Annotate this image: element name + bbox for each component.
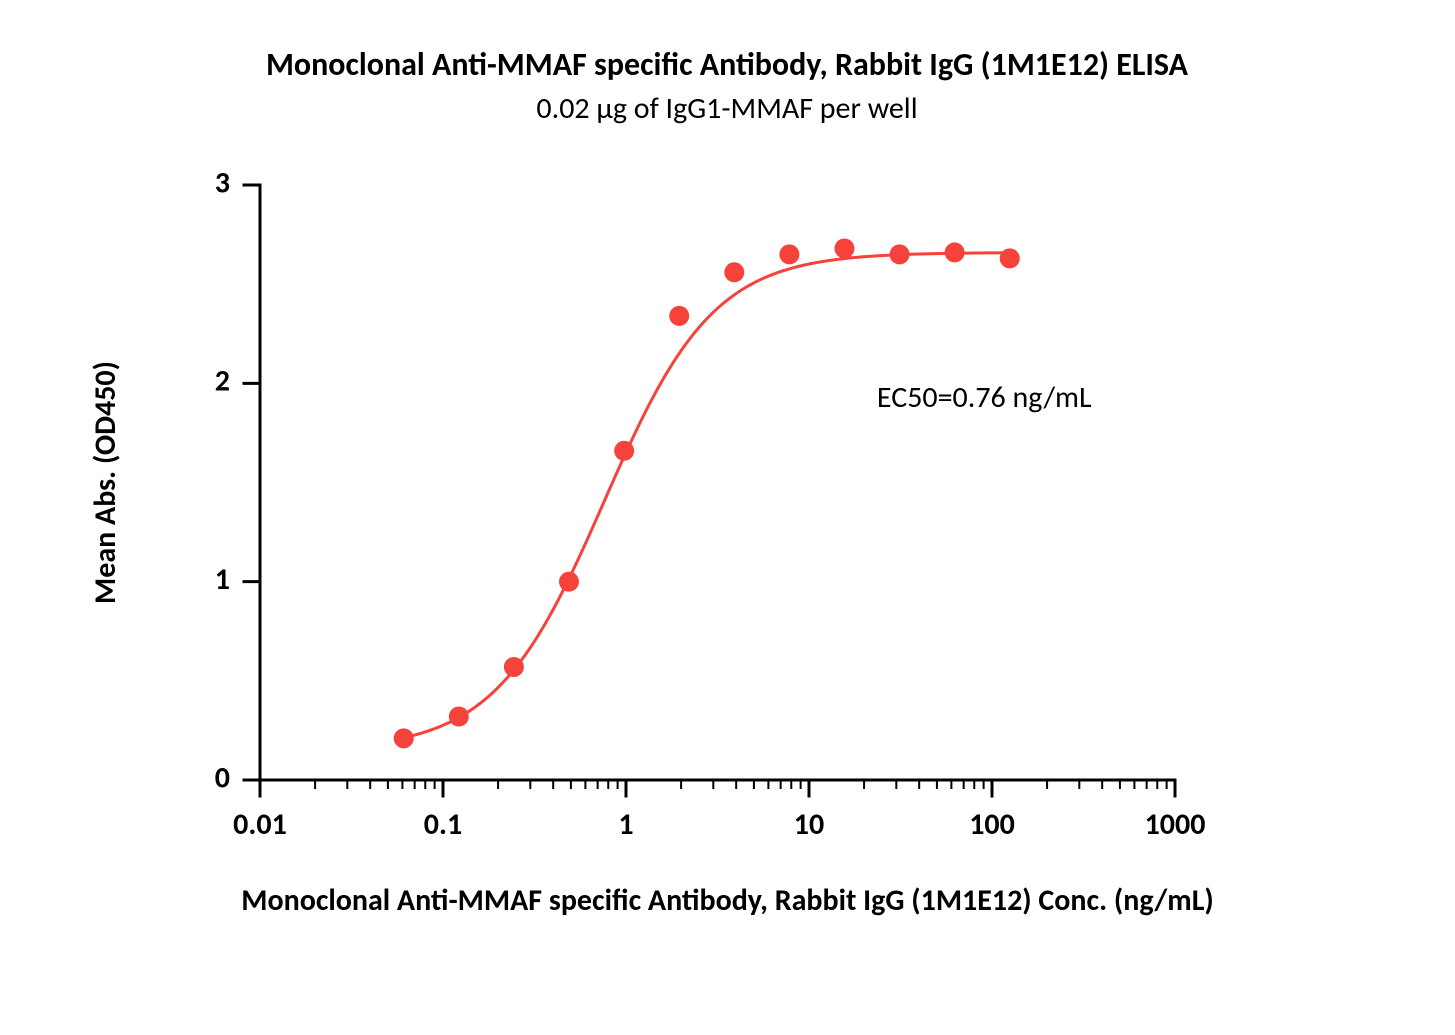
data-point: [779, 244, 799, 264]
data-point: [669, 306, 689, 326]
data-points: [394, 238, 1020, 748]
x-tick-label: 0.01: [233, 806, 287, 843]
axes: 0.01 0.1 1 10 100 1000 0 1 2 3: [215, 164, 1206, 843]
data-point: [890, 244, 910, 264]
elisa-chart: Monoclonal Anti-MMAF specific Antibody, …: [0, 0, 1455, 1035]
data-point: [1000, 248, 1020, 268]
y-tick-label: 3: [215, 164, 230, 201]
y-tick-label: 0: [215, 759, 230, 796]
chart-container: { "chart": { "type": "scatter+line", "ti…: [0, 0, 1455, 1035]
data-point: [504, 657, 524, 677]
ec50-annotation: EC50=0.76 ng/mL: [877, 379, 1092, 416]
data-point: [834, 238, 854, 258]
data-point: [449, 707, 469, 727]
x-axis-label: Monoclonal Anti-MMAF specific Antibody, …: [241, 882, 1214, 919]
x-tick-label: 10: [794, 806, 824, 843]
data-point: [724, 262, 744, 282]
x-tick-label: 100: [969, 806, 1015, 843]
data-point: [559, 572, 579, 592]
x-tick-label: 1: [618, 806, 633, 843]
y-tick-label: 2: [215, 363, 230, 400]
data-point: [394, 728, 414, 748]
chart-subtitle: 0.02 μg of IgG1-MMAF per well: [536, 90, 917, 127]
fit-curve: [404, 253, 1010, 738]
data-point: [614, 441, 634, 461]
x-tick-label: 0.1: [424, 806, 462, 843]
x-tick-label: 1000: [1145, 806, 1206, 843]
data-point: [945, 242, 965, 262]
y-axis-label: Mean Abs. (OD450): [87, 361, 124, 604]
chart-title: Monoclonal Anti-MMAF specific Antibody, …: [266, 45, 1189, 84]
y-tick-label: 1: [215, 561, 230, 598]
